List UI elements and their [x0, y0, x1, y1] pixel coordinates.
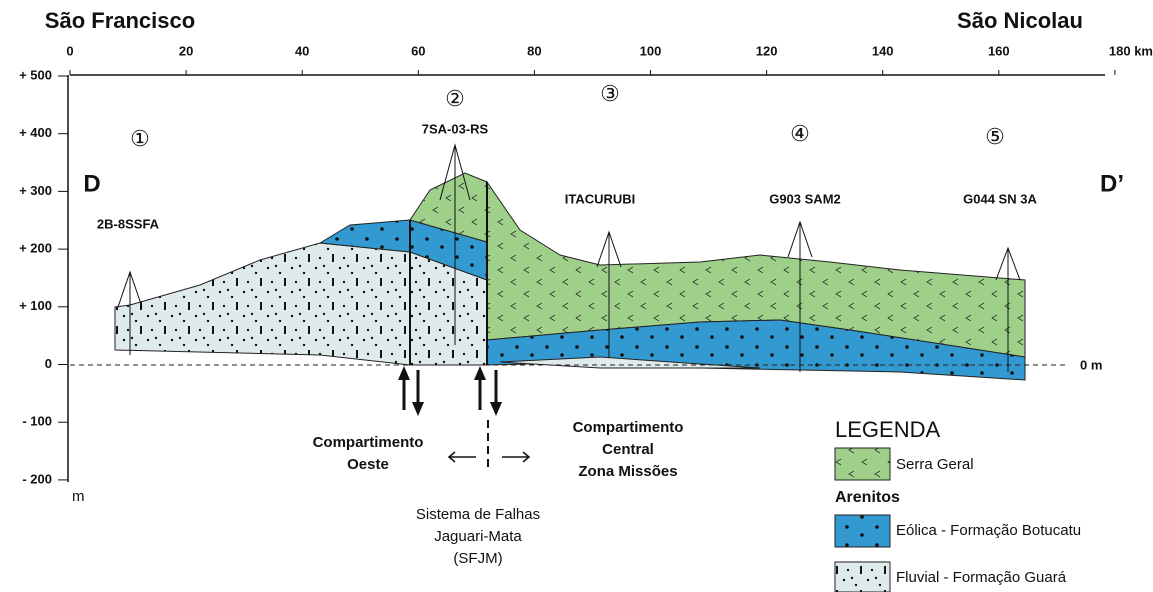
- legend-title: LEGENDA: [835, 417, 940, 442]
- place: São Francisco: [45, 8, 195, 33]
- legend-swatch: [835, 562, 890, 592]
- annotation: Oeste: [347, 456, 389, 473]
- x-tick-label: 20: [179, 43, 193, 58]
- marker: ③: [600, 81, 620, 106]
- section-end: D: [83, 170, 100, 197]
- x-tick-label: 60: [411, 43, 425, 58]
- legend-swatch: [835, 515, 890, 547]
- marker: ④: [790, 121, 810, 146]
- fault-arrows: [398, 366, 529, 470]
- x-tick-label: 40: [295, 43, 309, 58]
- well-label: G903 SAM2: [769, 191, 841, 206]
- y-tick-label: + 500: [19, 67, 52, 82]
- legend-label: Eólica - Formação Botucatu: [896, 522, 1081, 539]
- legend: LEGENDA Serra Geral Arenitos Eólica - Fo…: [835, 417, 1081, 592]
- y-tick-label: - 100: [22, 414, 52, 429]
- marker: ①: [130, 126, 150, 151]
- x-tick-label: 140: [872, 43, 894, 58]
- annotation: Compartimento: [313, 434, 424, 451]
- annotation: Sistema de Falhas: [416, 506, 540, 523]
- legend-swatch: [835, 448, 890, 480]
- place: São Nicolau: [957, 8, 1083, 33]
- x-tick-label: 120: [756, 43, 778, 58]
- y-tick-label: + 300: [19, 183, 52, 198]
- annotation: Central: [602, 441, 654, 458]
- x-tick-label: 180 km: [1109, 43, 1153, 58]
- annotation: (SFJM): [453, 550, 502, 567]
- well-label: 7SA-03-RS: [422, 121, 489, 136]
- cross-section: 0 20 40 60 80 100 120 140 160 180 km + 500 + 400 + 3…: [0, 0, 1153, 592]
- well-label: G044 SN 3A: [963, 191, 1037, 206]
- x-tick-label: 160: [988, 43, 1010, 58]
- unit: m: [72, 488, 85, 505]
- y-tick-label: + 200: [19, 241, 52, 256]
- annotation: Compartimento: [573, 419, 684, 436]
- y-tick-label: + 400: [19, 125, 52, 140]
- marker: ⑤: [985, 124, 1005, 149]
- well-label: 2B-8SSFA: [97, 216, 160, 231]
- legend-label: Serra Geral: [896, 456, 974, 473]
- marker: ②: [445, 86, 465, 111]
- well-label: ITACURUBI: [565, 191, 636, 206]
- section-end: D’: [1100, 170, 1124, 197]
- sea-level-label: 0 m: [1080, 357, 1102, 372]
- x-tick-label: 80: [527, 43, 541, 58]
- y-tick-label: 0: [45, 356, 52, 371]
- x-tick-label: 0: [66, 43, 73, 58]
- x-tick-label: 100: [640, 43, 662, 58]
- annotation: Zona Missões: [578, 463, 677, 480]
- legend-group: Arenitos: [835, 489, 900, 506]
- annotation: Jaguari-Mata: [434, 528, 522, 545]
- y-tick-label: - 200: [22, 471, 52, 486]
- y-tick-label: + 100: [19, 298, 52, 313]
- legend-label: Fluvial - Formação Guará: [896, 569, 1067, 586]
